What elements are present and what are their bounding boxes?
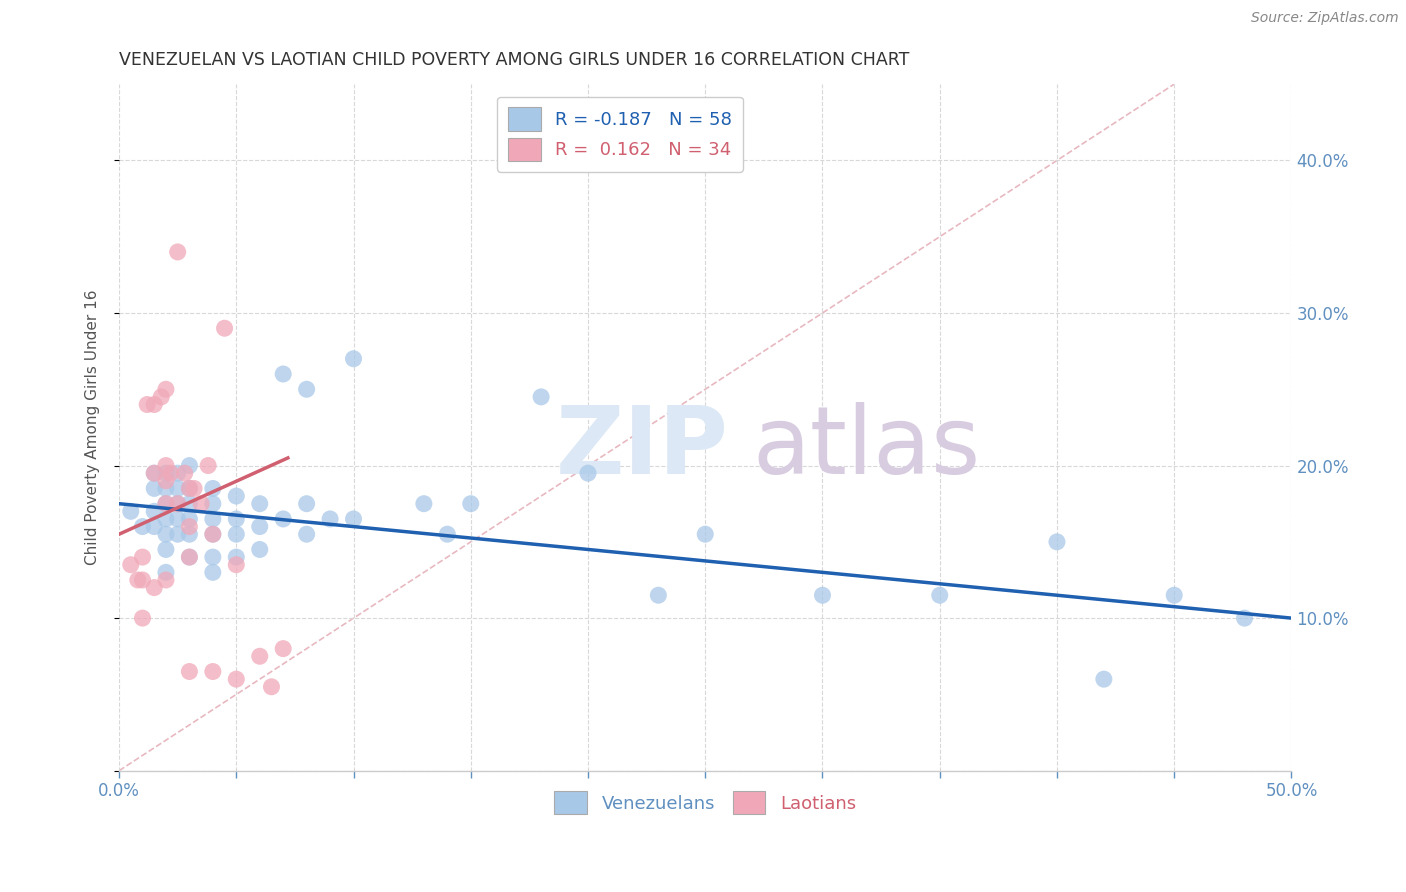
- Point: [811, 588, 834, 602]
- Point: [460, 497, 482, 511]
- Point: [155, 458, 177, 473]
- Point: [201, 482, 224, 496]
- Point: [201, 527, 224, 541]
- Point: [150, 390, 173, 404]
- Point: [225, 550, 247, 565]
- Point: [260, 680, 283, 694]
- Point: [183, 482, 205, 496]
- Point: [201, 497, 224, 511]
- Point: [179, 497, 201, 511]
- Text: VENEZUELAN VS LAOTIAN CHILD POVERTY AMONG GIRLS UNDER 16 CORRELATION CHART: VENEZUELAN VS LAOTIAN CHILD POVERTY AMON…: [120, 51, 910, 69]
- Text: ZIP: ZIP: [555, 402, 728, 494]
- Point: [155, 497, 177, 511]
- Point: [271, 367, 294, 381]
- Point: [179, 519, 201, 533]
- Point: [225, 512, 247, 526]
- Point: [412, 497, 434, 511]
- Point: [143, 581, 166, 595]
- Point: [155, 512, 177, 526]
- Point: [143, 466, 166, 480]
- Y-axis label: Child Poverty Among Girls Under 16: Child Poverty Among Girls Under 16: [86, 290, 100, 566]
- Point: [155, 474, 177, 488]
- Point: [166, 527, 188, 541]
- Point: [201, 550, 224, 565]
- Point: [179, 482, 201, 496]
- Point: [530, 390, 553, 404]
- Point: [166, 244, 188, 259]
- Point: [166, 466, 188, 480]
- Point: [143, 519, 166, 533]
- Point: [695, 527, 717, 541]
- Point: [225, 558, 247, 572]
- Point: [143, 504, 166, 518]
- Point: [576, 466, 599, 480]
- Point: [155, 482, 177, 496]
- Point: [214, 321, 236, 335]
- Point: [295, 527, 318, 541]
- Point: [1163, 588, 1185, 602]
- Point: [342, 351, 364, 366]
- Point: [166, 497, 188, 511]
- Point: [131, 573, 153, 587]
- Text: Source: ZipAtlas.com: Source: ZipAtlas.com: [1251, 11, 1399, 25]
- Point: [155, 527, 177, 541]
- Point: [225, 672, 247, 686]
- Point: [131, 611, 153, 625]
- Point: [136, 398, 159, 412]
- Point: [155, 497, 177, 511]
- Point: [155, 466, 177, 480]
- Point: [1233, 611, 1256, 625]
- Point: [319, 512, 342, 526]
- Point: [436, 527, 458, 541]
- Point: [127, 573, 149, 587]
- Point: [225, 527, 247, 541]
- Point: [166, 497, 188, 511]
- Point: [179, 550, 201, 565]
- Point: [159, 466, 181, 480]
- Point: [179, 665, 201, 679]
- Point: [197, 458, 219, 473]
- Point: [928, 588, 950, 602]
- Point: [166, 512, 188, 526]
- Legend: Venezuelans, Laotians: Venezuelans, Laotians: [546, 782, 865, 823]
- Point: [249, 497, 271, 511]
- Point: [1046, 534, 1069, 549]
- Point: [120, 504, 142, 518]
- Point: [131, 550, 153, 565]
- Point: [271, 641, 294, 656]
- Point: [271, 512, 294, 526]
- Point: [155, 573, 177, 587]
- Point: [201, 665, 224, 679]
- Point: [201, 566, 224, 580]
- Point: [179, 512, 201, 526]
- Point: [166, 482, 188, 496]
- Point: [295, 497, 318, 511]
- Point: [143, 466, 166, 480]
- Point: [131, 519, 153, 533]
- Point: [1092, 672, 1115, 686]
- Point: [173, 466, 195, 480]
- Point: [249, 649, 271, 664]
- Point: [120, 558, 142, 572]
- Text: atlas: atlas: [752, 402, 980, 494]
- Point: [179, 550, 201, 565]
- Point: [143, 398, 166, 412]
- Point: [249, 542, 271, 557]
- Point: [179, 458, 201, 473]
- Point: [201, 512, 224, 526]
- Point: [155, 566, 177, 580]
- Point: [179, 527, 201, 541]
- Point: [190, 497, 212, 511]
- Point: [295, 382, 318, 396]
- Point: [179, 482, 201, 496]
- Point: [143, 482, 166, 496]
- Point: [201, 527, 224, 541]
- Point: [342, 512, 364, 526]
- Point: [647, 588, 669, 602]
- Point: [155, 382, 177, 396]
- Point: [155, 542, 177, 557]
- Point: [225, 489, 247, 503]
- Point: [249, 519, 271, 533]
